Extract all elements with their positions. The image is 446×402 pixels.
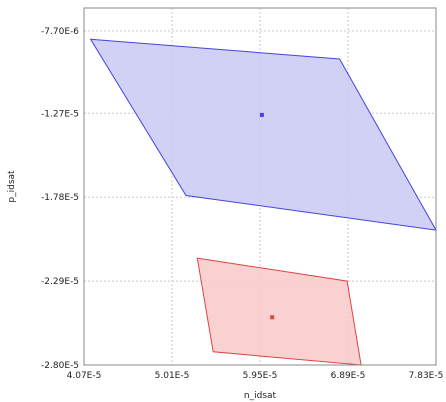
y-tick-label: -2.29E-5 [41,277,79,287]
y-tick-label: -7.70E-6 [41,27,79,37]
y-tick-label: -2.80E-5 [41,361,79,371]
x-tick-label: 4.07E-5 [67,371,102,381]
x-tick-label: 6.89E-5 [331,371,366,381]
region-center-point-0 [259,112,264,117]
y-tick-label: -1.78E-5 [41,193,79,203]
x-tick-label: 5.95E-5 [243,371,278,381]
x-axis-title: n_idsat [244,391,277,401]
plot-frame [83,7,437,366]
x-tick-label: 7.83E-5 [409,371,444,381]
x-tick-label: 5.01E-5 [155,371,190,381]
region-center-point-1 [270,315,275,320]
y-tick-labels: -7.70E-6 -1.27E-5 -1.78E-5 -2.29E-5 -2.80E-5 [41,27,79,371]
y-axis-title: p_idsat [7,170,17,203]
y-tick-label: -1.27E-5 [41,109,79,119]
x-tick-labels: 4.07E-5 5.01E-5 5.95E-5 6.89E-5 7.83E-5 [67,371,444,381]
center-points [259,112,275,320]
